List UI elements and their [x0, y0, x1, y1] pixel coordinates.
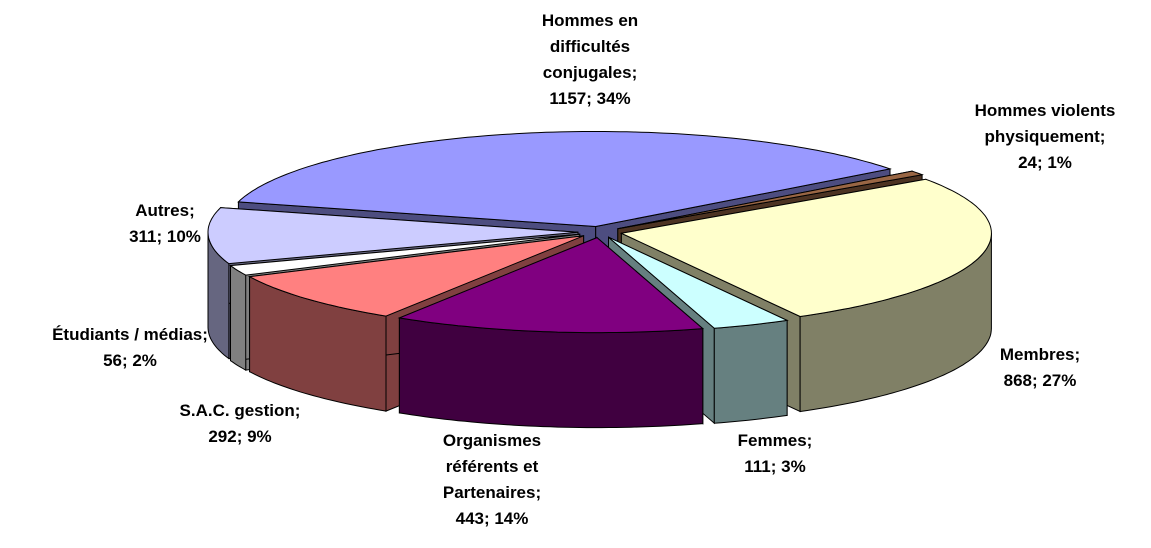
slice [237, 131, 892, 228]
category-label: Étudiants / médias; [52, 325, 208, 344]
value-label: 868; 27% [1003, 371, 1077, 390]
slice [608, 236, 789, 329]
category-label: Hommes violents physiquement; [974, 101, 1116, 146]
slice [619, 178, 992, 318]
slice [247, 235, 584, 317]
slice [207, 207, 579, 265]
data-label: Étudiants / médias; 56; 2% [5, 322, 255, 374]
data-label: Hommes en difficultés conjugales; 1157; 3… [520, 8, 660, 112]
value-label: 311; 10% [129, 227, 201, 246]
value-label: 292; 9% [208, 427, 272, 446]
value-label: 111; 3% [744, 457, 806, 476]
data-label: Hommes violents physiquement; 24; 1% [940, 98, 1150, 176]
value-label: 443; 14% [455, 509, 529, 528]
slice-side [713, 319, 788, 424]
value-label: 1157; 34% [549, 89, 631, 108]
slice-side [398, 317, 704, 429]
category-label: S.A.C. gestion; [179, 401, 301, 420]
category-label: Hommes en difficultés conjugales; [541, 11, 639, 82]
slice [397, 237, 705, 334]
category-label: Autres; [135, 201, 195, 220]
value-label: 56; 2% [103, 351, 157, 370]
category-label: Femmes; [737, 431, 813, 450]
data-label: Femmes; 111; 3% [705, 428, 845, 480]
category-label: Organismes référents et Partenaires; [442, 431, 542, 502]
data-label: S.A.C. gestion; 292; 9% [145, 398, 335, 450]
slice [229, 233, 580, 276]
slice [617, 170, 924, 230]
data-label: Autres; 311; 10% [100, 198, 230, 250]
value-label: 24; 1% [1018, 153, 1072, 172]
data-label: Organismes référents et Partenaires; 443;… [417, 428, 567, 532]
category-label: Membres; [999, 345, 1081, 364]
data-label: Membres; 868; 27% [960, 342, 1120, 394]
